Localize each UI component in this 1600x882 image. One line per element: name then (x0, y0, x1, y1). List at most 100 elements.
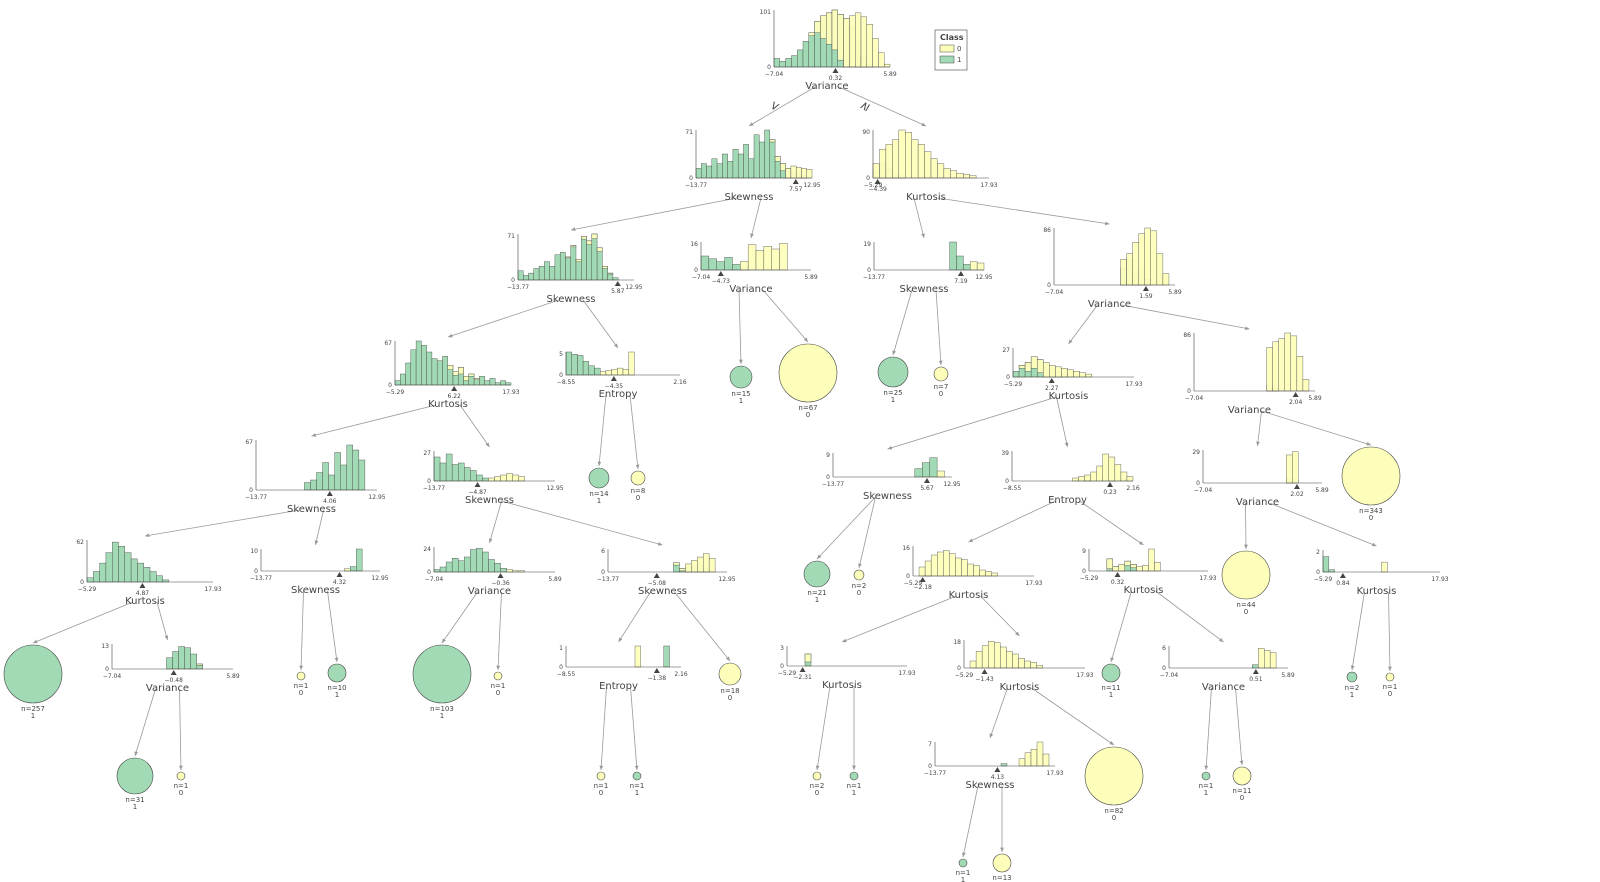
histogram-bar-class0 (790, 165, 797, 179)
leaf-circle (729, 365, 753, 389)
x-min-label: −7.04 (425, 576, 444, 583)
histogram-bar-class0 (831, 9, 839, 51)
histogram-bar-class1 (439, 462, 447, 482)
histogram-bar-class1 (464, 556, 471, 573)
histogram-bar-class0 (1142, 565, 1149, 572)
histogram-bar-class0 (1148, 548, 1155, 572)
split-value-label: −2.18 (913, 584, 932, 591)
y-max-label: 13 (101, 643, 109, 650)
histogram-bar-class1 (415, 340, 422, 386)
tree-edge (179, 688, 183, 771)
histogram-bar-class0 (905, 132, 912, 179)
split-node-n27: 6 0−7.04 5.89 0.51 Variance (1160, 645, 1295, 693)
split-marker-icon (874, 179, 881, 184)
histogram-bar-class1 (701, 163, 707, 179)
feature-label: Skewness (965, 780, 1014, 791)
tree-edge (748, 86, 816, 127)
histogram-bar-class0 (703, 553, 710, 573)
leaf-circle (3, 644, 63, 704)
x-max-label: 12.95 (546, 485, 563, 492)
histogram-bar-class0 (591, 233, 598, 239)
leaf-class-label: 1 (1109, 691, 1113, 699)
split-value-label: 2.27 (1045, 385, 1059, 392)
histogram-bar-class1 (594, 367, 601, 376)
y-zero-label: 0 (1006, 374, 1010, 381)
histogram-bar-class1 (727, 160, 734, 179)
histogram-bar-class0 (575, 259, 582, 262)
histogram-bar-class1 (596, 247, 603, 281)
tree-edge (1244, 502, 1248, 550)
histogram-bar-class0 (892, 139, 899, 179)
feature-label: Variance (468, 586, 511, 597)
leaf-circle (933, 366, 949, 382)
split-marker-icon (981, 669, 988, 674)
feature-label: Skewness (724, 192, 773, 203)
histogram-bar-class0 (1024, 752, 1032, 767)
split-node-n15: 29 0−7.04 5.89 2.02 Variance (1192, 449, 1329, 508)
histogram-bar-class1 (570, 245, 577, 281)
histogram-bar-class0 (918, 566, 926, 577)
histogram-bar-class0 (1290, 335, 1298, 392)
feature-label: Entropy (599, 389, 638, 400)
split-marker-icon (1142, 286, 1149, 291)
histogram-bar-class0 (1006, 651, 1013, 669)
split-node-n2: 90 0−5.29 17.93 −4.39 Kurtosis (862, 129, 997, 203)
leaf-circle (1385, 672, 1395, 682)
histogram-bar-class1 (124, 552, 132, 583)
histogram-bar-class0 (600, 371, 607, 376)
leaf-circle (778, 343, 838, 403)
leaf-class-label: 1 (635, 789, 639, 797)
histogram-bar-class0 (771, 248, 780, 271)
leaf-count-label: n=103 (430, 705, 454, 713)
split-marker-icon (451, 386, 458, 391)
x-max-label: 12.95 (943, 481, 960, 488)
histogram-bar-class0 (1067, 369, 1074, 378)
feature-label: Entropy (599, 681, 638, 692)
x-max-label: 2.16 (673, 379, 687, 386)
histogram-bar-class0 (1030, 662, 1037, 669)
histogram-bar-class0 (611, 369, 618, 376)
histogram-bar-class0 (452, 371, 459, 376)
leaf-count-label: n=31 (125, 796, 144, 804)
y-zero-label: 0 (105, 666, 109, 673)
histogram-bar-class1 (523, 275, 529, 281)
histogram-bar-class1 (1012, 371, 1020, 378)
histogram-bar-class1 (482, 477, 489, 482)
histogram-bar-class1 (439, 566, 447, 573)
histogram-bar-class0 (1284, 332, 1292, 392)
legend-label: 1 (957, 56, 961, 64)
y-max-label: 16 (902, 545, 910, 552)
histogram-bar-class0 (581, 236, 587, 240)
y-max-label: 39 (1001, 450, 1009, 457)
histogram-bar-class0 (1154, 562, 1161, 572)
leaf-class-label: 1 (852, 789, 856, 797)
tree-edge (156, 601, 169, 641)
leaf-count-label: n=7 (934, 383, 949, 391)
x-min-label: −5.29 (1314, 576, 1333, 583)
x-max-label: 17.93 (1046, 770, 1063, 777)
y-zero-label: 0 (249, 487, 253, 494)
histogram-bar-class0 (975, 651, 983, 669)
histogram-bar-class0 (994, 642, 1001, 669)
x-max-label: 12.95 (368, 494, 385, 501)
x-min-label: −13.77 (685, 182, 707, 189)
x-min-label: −7.04 (1045, 289, 1064, 296)
split-value-label: −4.35 (605, 383, 624, 390)
x-max-label: 12.95 (718, 576, 735, 583)
histogram-bar-class1 (328, 474, 335, 491)
histogram-bar-class1 (464, 467, 471, 482)
histogram-bar-class0 (979, 569, 986, 577)
histogram-bar-class0 (1124, 560, 1131, 566)
histogram-bar-class0 (826, 12, 833, 45)
histogram-bar-class0 (1130, 564, 1137, 568)
y-zero-label: 0 (1047, 282, 1051, 289)
histogram-bar-class1 (494, 563, 501, 573)
histogram-bar-class0 (1150, 230, 1158, 286)
histogram-bar-class1 (759, 141, 765, 179)
histogram-bar-class0 (950, 170, 957, 179)
histogram-bar-class0 (967, 563, 974, 577)
split-marker-icon (614, 281, 621, 286)
leaf-count-label: n=18 (720, 687, 739, 695)
